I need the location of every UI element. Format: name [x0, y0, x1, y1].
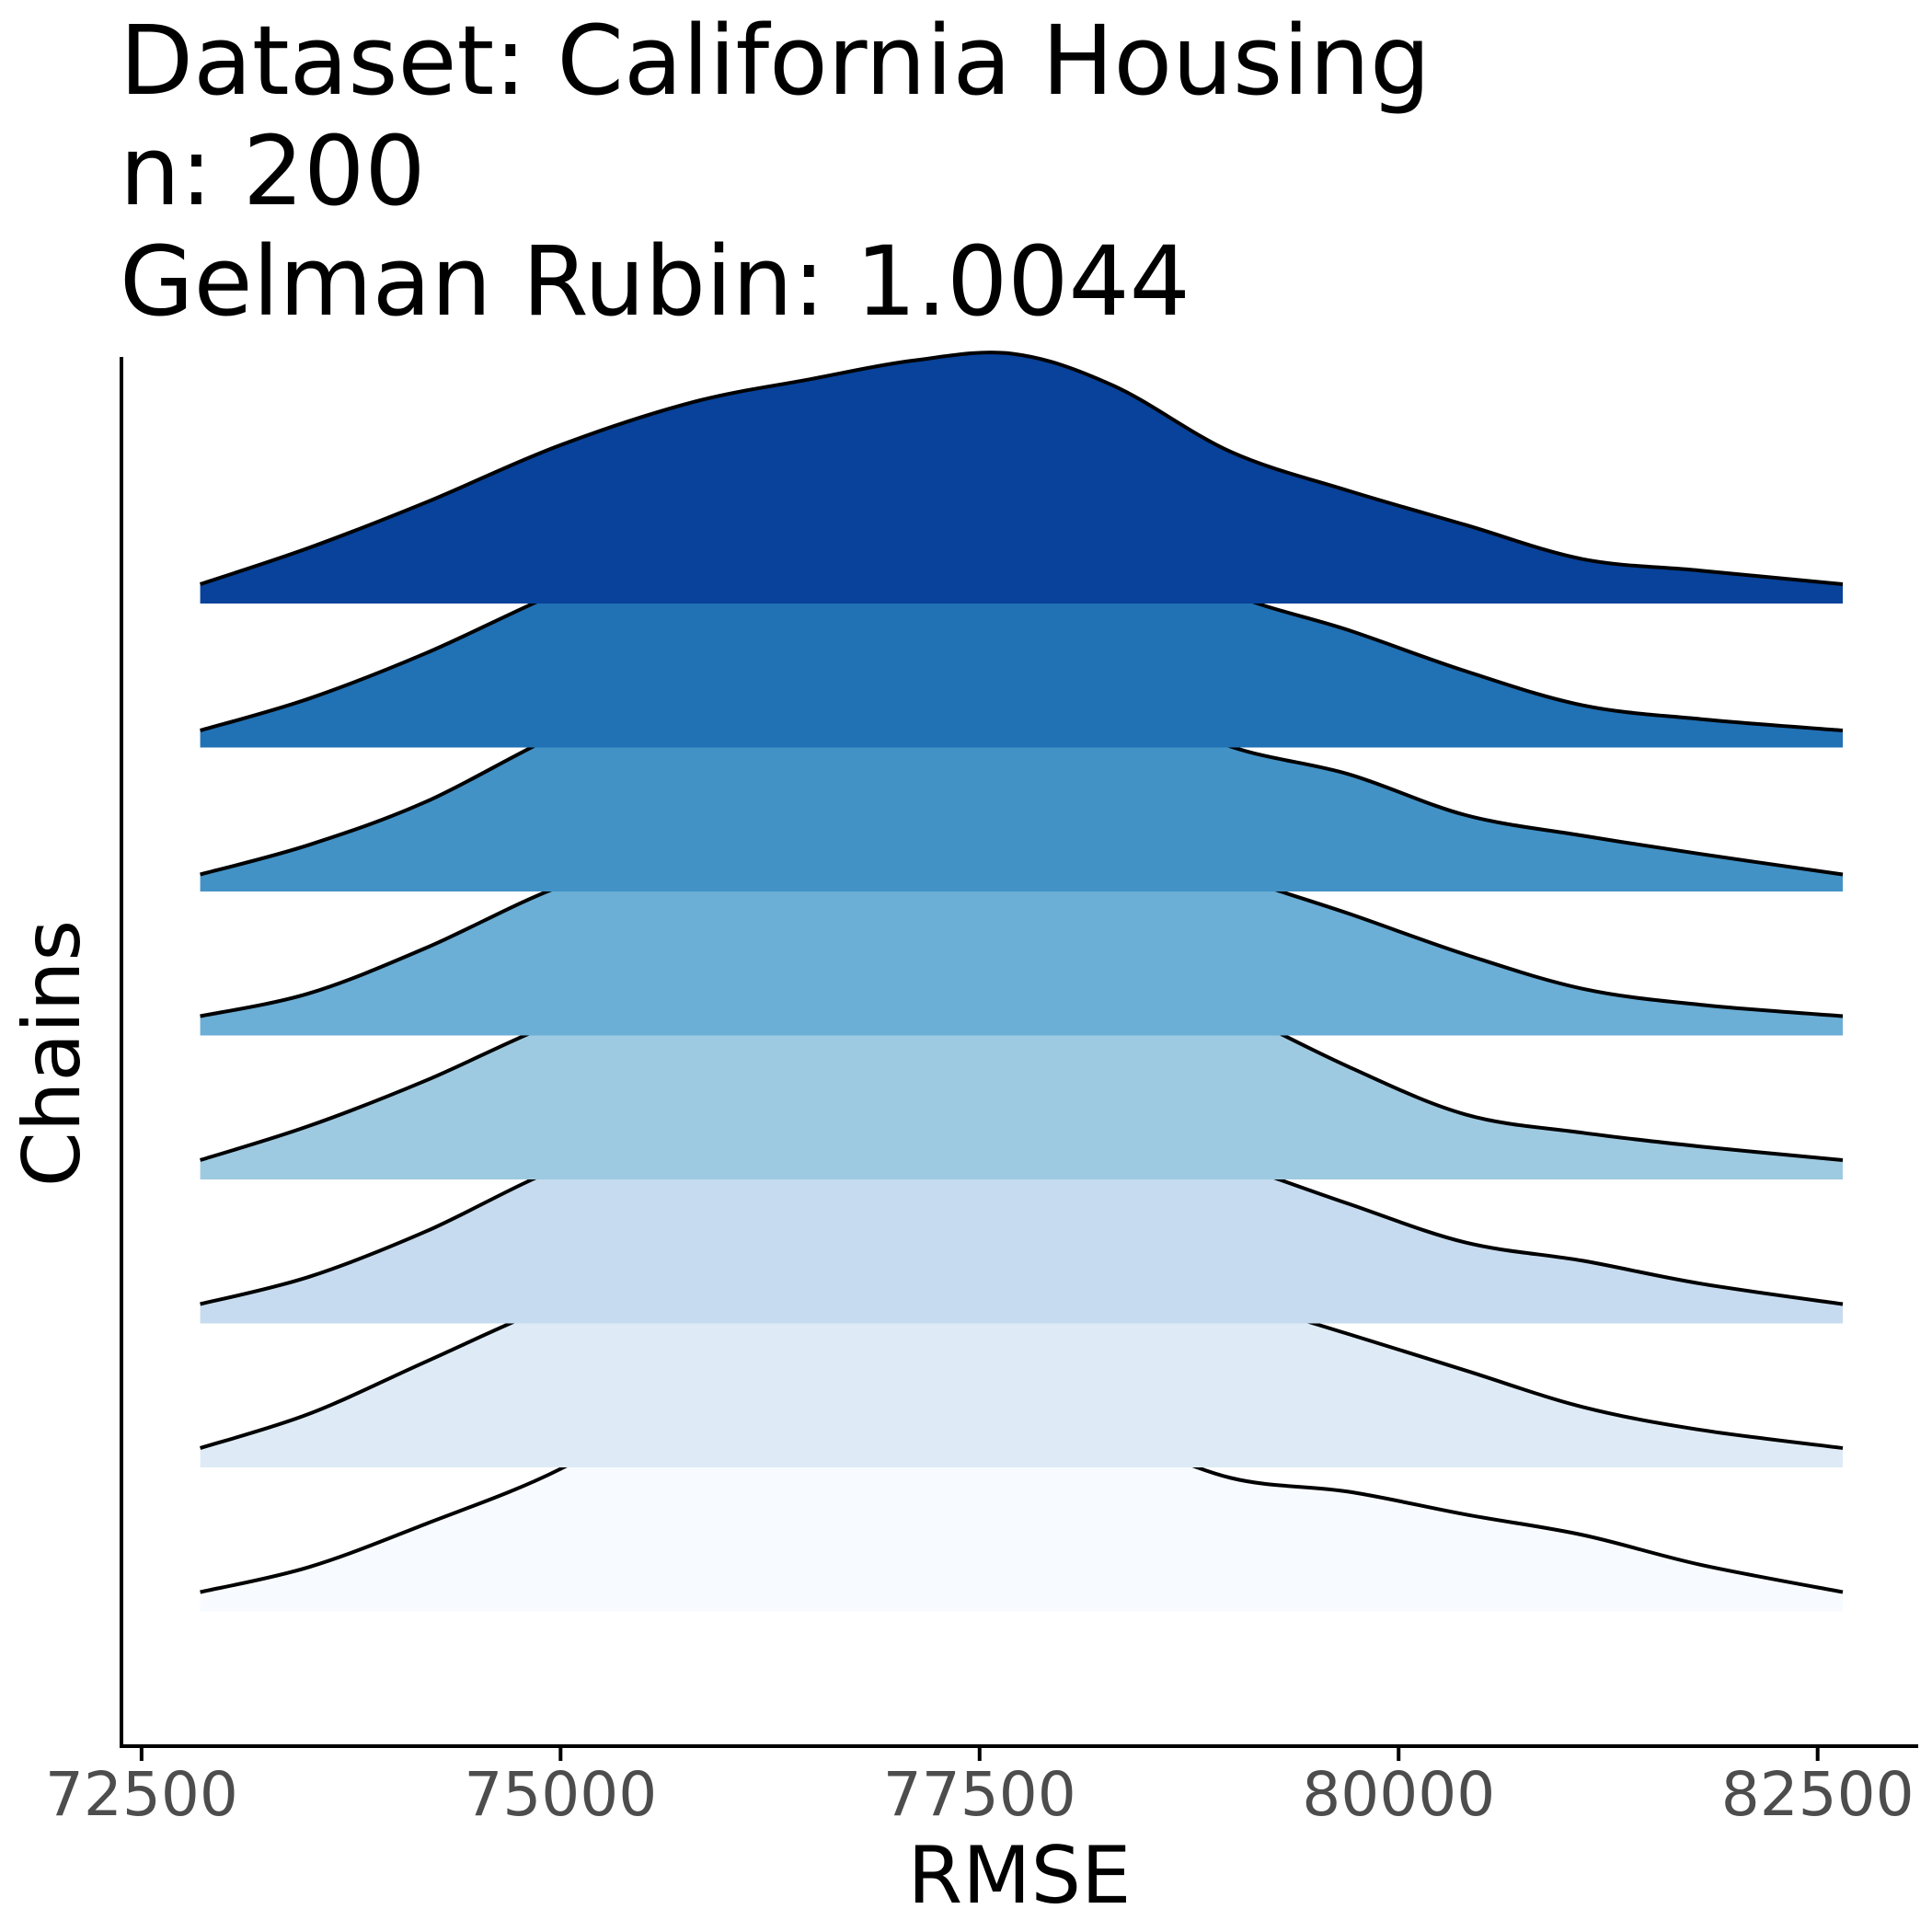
x-tick-label-72500: 72500: [45, 1759, 238, 1830]
x-tick-label-77500: 77500: [883, 1759, 1076, 1830]
ridge-outline-chain-1: [199, 351, 1844, 586]
ridge-area-chain-4: [200, 801, 1844, 1036]
chart-title-line-2: n: 200: [120, 115, 426, 227]
x-ticks-group: 72500 75000 77500 80000 82500: [45, 1746, 1915, 1830]
ridge-area-chain-1: [200, 352, 1844, 604]
chart-title-line-1: Dataset: California Housing: [120, 5, 1431, 117]
x-tick-label-80000: 80000: [1302, 1759, 1495, 1830]
ridge-area-chain-8: [200, 1368, 1844, 1612]
ridge-area-chain-2: [200, 501, 1844, 748]
x-axis-label: RMSE: [908, 1830, 1132, 1922]
x-tick-label-82500: 82500: [1721, 1759, 1915, 1830]
y-axis-label: Chains: [6, 920, 98, 1187]
x-tick-label-75000: 75000: [464, 1759, 657, 1830]
ridge-area-chain-5: [200, 926, 1844, 1179]
chart-title-line-3: Gelman Rubin: 1.0044: [120, 225, 1190, 338]
ridges-group: [199, 351, 1844, 1612]
